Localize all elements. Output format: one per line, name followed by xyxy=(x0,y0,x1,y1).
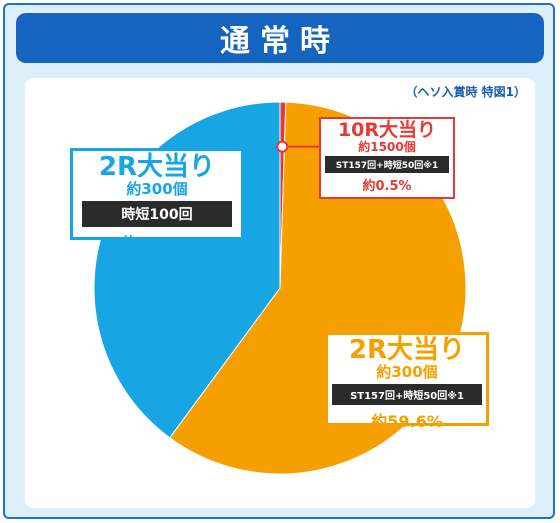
slice-detail-badge: ST157回+時短50回※1 xyxy=(325,156,449,174)
slice-title: 2R大当り xyxy=(98,152,216,182)
slice-title: 2R大当り xyxy=(348,335,466,365)
leader-dot xyxy=(276,140,289,153)
slice-label-2r-blue: 2R大当り 約300個 時短100回 約39.9% xyxy=(70,148,244,253)
slice-percent: 約39.9% xyxy=(121,234,193,253)
slice-detail-badge: 時短100回 xyxy=(82,201,232,227)
slice-payout: 約300個 xyxy=(376,363,438,381)
slice-percent: 約0.5% xyxy=(362,179,412,195)
slice-percent: 約59.6% xyxy=(371,412,443,431)
slice-label-10r: 10R大当り 約1500個 ST157回+時短50回※1 約0.5% xyxy=(319,117,455,199)
slice-title: 10R大当り xyxy=(337,119,437,141)
slice-payout: 約300個 xyxy=(126,180,188,198)
title-bar: 通常時 xyxy=(16,13,544,63)
slice-payout: 約1500個 xyxy=(358,140,416,154)
slice-detail-badge: ST157回+時短50回※1 xyxy=(332,384,482,405)
page-title: 通常時 xyxy=(220,24,340,59)
chart-note: （ヘソ入賞時 特図1） xyxy=(405,85,526,99)
slice-label-2r-orange: 2R大当り 約300個 ST157回+時短50回※1 約59.6% xyxy=(325,332,489,431)
